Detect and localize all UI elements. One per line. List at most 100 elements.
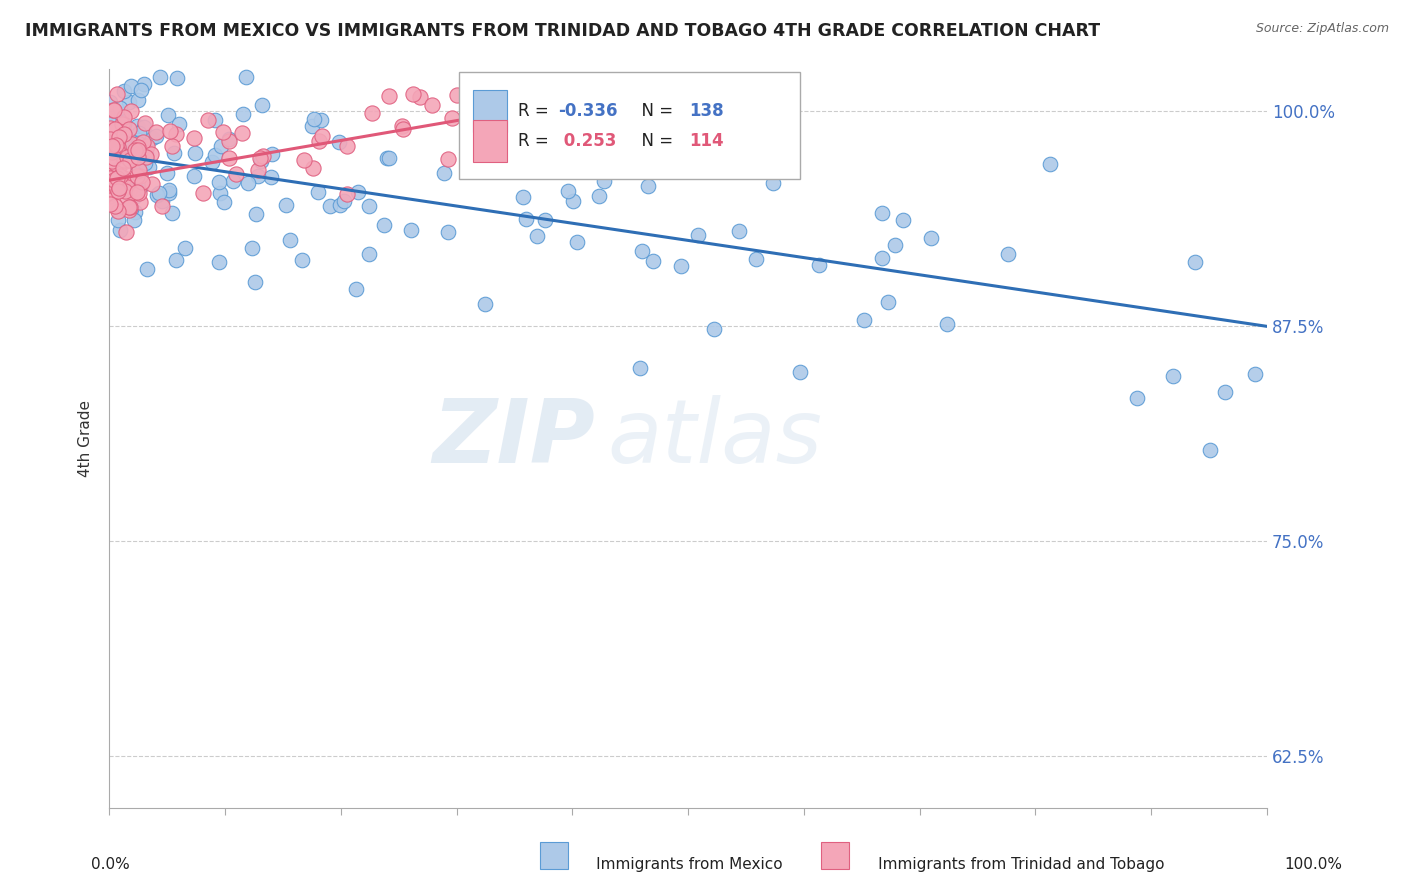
Point <box>146 188 169 202</box>
Point <box>115 180 138 194</box>
Point <box>274 198 297 212</box>
Point <box>107 180 129 194</box>
FancyBboxPatch shape <box>821 842 849 869</box>
Text: ZIP: ZIP <box>433 394 596 482</box>
Point <box>107 140 129 154</box>
Point <box>159 123 181 137</box>
Point <box>120 103 142 118</box>
Point <box>100 152 122 166</box>
Point <box>124 156 146 170</box>
Point <box>235 70 257 84</box>
Point <box>115 150 138 164</box>
Point <box>105 171 128 186</box>
Point <box>193 186 215 200</box>
Point <box>101 145 124 159</box>
Point <box>100 189 122 203</box>
Point <box>465 139 488 153</box>
Point <box>437 225 460 239</box>
Point <box>218 132 240 146</box>
Point <box>360 105 382 120</box>
Point <box>160 206 183 220</box>
Point <box>100 171 122 186</box>
Point <box>399 222 422 236</box>
Point <box>122 190 145 204</box>
Point <box>118 200 141 214</box>
Point <box>118 95 141 109</box>
Point <box>208 175 231 189</box>
Point <box>145 128 167 143</box>
Point <box>127 136 149 150</box>
Point <box>134 116 156 130</box>
Point <box>118 184 141 198</box>
Point <box>112 127 135 141</box>
Text: Source: ZipAtlas.com: Source: ZipAtlas.com <box>1256 22 1389 36</box>
Point <box>101 154 124 169</box>
Point <box>122 152 145 166</box>
Point <box>114 140 136 154</box>
Point <box>336 139 359 153</box>
Point <box>103 151 125 165</box>
Point <box>307 186 329 200</box>
Text: Immigrants from Mexico: Immigrants from Mexico <box>562 857 783 872</box>
Text: N =: N = <box>631 132 679 150</box>
Point <box>378 151 401 165</box>
Point <box>100 121 122 136</box>
Point <box>149 70 172 84</box>
Point <box>110 107 132 121</box>
Point <box>789 365 811 379</box>
Point <box>112 171 135 186</box>
Point <box>333 194 356 208</box>
Point <box>526 228 548 243</box>
Point <box>122 212 145 227</box>
Point <box>278 233 301 247</box>
Point <box>347 185 370 199</box>
Y-axis label: 4th Grade: 4th Grade <box>79 400 93 476</box>
Point <box>117 122 139 136</box>
Text: 0.0%: 0.0% <box>91 857 131 872</box>
Point <box>105 87 128 102</box>
Point <box>157 108 180 122</box>
Point <box>515 211 537 226</box>
Point <box>131 83 153 97</box>
Point <box>112 84 135 98</box>
Point <box>135 147 157 161</box>
Point <box>474 297 496 311</box>
Point <box>127 119 149 133</box>
Text: R =: R = <box>517 132 554 150</box>
Point <box>100 145 122 159</box>
Point <box>311 128 333 143</box>
Point <box>346 282 368 296</box>
Point <box>166 253 188 268</box>
Point <box>204 112 226 127</box>
Point <box>150 199 173 213</box>
Point <box>1244 367 1267 381</box>
Point <box>686 227 709 242</box>
Point <box>209 186 232 200</box>
Point <box>1161 369 1184 384</box>
Point <box>148 186 170 201</box>
Point <box>391 122 413 136</box>
Text: atlas: atlas <box>607 395 823 481</box>
Point <box>461 156 484 170</box>
Point <box>703 322 725 336</box>
Point <box>308 134 330 148</box>
Point <box>260 169 283 184</box>
Point <box>108 173 131 187</box>
Point <box>108 223 131 237</box>
Point <box>891 213 914 227</box>
Point <box>127 150 149 164</box>
Point <box>391 119 413 133</box>
Point <box>184 145 207 160</box>
Point <box>201 155 224 169</box>
Point <box>534 213 557 227</box>
Point <box>745 252 768 266</box>
Point <box>328 135 350 149</box>
Point <box>610 148 633 162</box>
Point <box>446 87 468 102</box>
Point <box>877 294 900 309</box>
Point <box>101 139 124 153</box>
Point <box>183 130 205 145</box>
Text: 114: 114 <box>689 132 724 150</box>
Point <box>302 161 325 176</box>
Text: 100.0%: 100.0% <box>1285 857 1343 872</box>
